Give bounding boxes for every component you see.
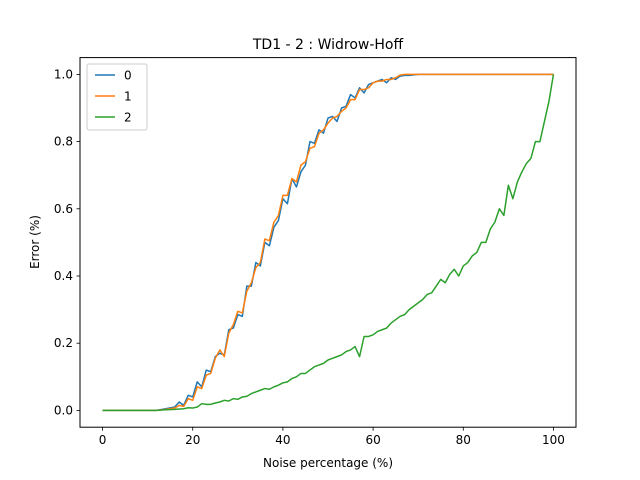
series-lines [102, 73, 555, 412]
chart-title: TD1 - 2 : Widrow-Hoff [252, 37, 404, 53]
legend-label-2: 2 [124, 111, 132, 125]
y-tick-label: 0.4 [54, 269, 73, 283]
y-tick-label: 0.0 [54, 403, 73, 417]
y-tick-label: 0.2 [54, 336, 73, 350]
plot-frame [79, 57, 577, 428]
legend-label-0: 0 [124, 69, 132, 83]
x-tick-label: 0 [99, 433, 107, 447]
y-axis-title: Error (%) [28, 215, 42, 269]
series-line-2 [102, 74, 555, 412]
legend-label-1: 1 [124, 90, 132, 104]
series-line-1 [102, 73, 554, 412]
legend-box [86, 63, 148, 131]
y-tick-label: 1.0 [54, 67, 73, 81]
x-tick-label: 80 [456, 433, 471, 447]
legend: 0 1 2 [86, 63, 148, 131]
x-tick-label: 40 [275, 433, 290, 447]
x-tick-label: 100 [542, 433, 565, 447]
x-axis: 0 20 40 60 80 100 [99, 427, 565, 447]
series-line-0 [102, 73, 554, 412]
x-axis-title: Noise percentage (%) [263, 456, 393, 470]
y-axis: 0.0 0.2 0.4 0.6 0.8 1.0 [54, 67, 80, 417]
y-tick-label: 0.8 [54, 135, 73, 149]
x-tick-label: 20 [185, 433, 200, 447]
x-tick-label: 60 [365, 433, 380, 447]
y-tick-label: 0.6 [54, 202, 73, 216]
